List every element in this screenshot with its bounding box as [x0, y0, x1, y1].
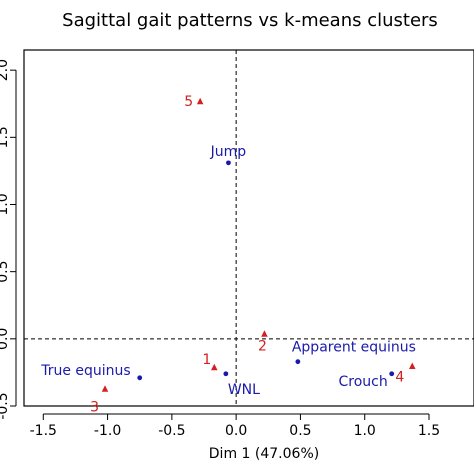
x-tick-label: -1.0 — [94, 423, 121, 439]
x-tick-label: 0.0 — [225, 423, 247, 439]
y-tick-label: 0.0 — [0, 328, 11, 350]
reference-lines — [24, 50, 474, 406]
y-tick-label: 1.5 — [0, 126, 11, 148]
point-label-2: 2 — [258, 338, 267, 354]
chart-title: Sagittal gait patterns vs k-means cluste… — [62, 10, 438, 31]
data-points: Jump True equinus WNL Apparent equinus Crouc… — [40, 94, 416, 415]
y-tick-label: 1.0 — [0, 193, 11, 215]
x-tick-label: 0.5 — [289, 423, 311, 439]
point-crouch — [389, 371, 395, 377]
point-apparent-equinus — [295, 359, 301, 365]
x-tick-label: 1.0 — [354, 423, 376, 439]
point-label-1: 1 — [202, 352, 211, 368]
point-cluster-3 — [101, 385, 109, 392]
point-label-jump: Jump — [210, 144, 247, 160]
point-label-true-equinus: True equinus — [40, 363, 131, 379]
point-label-crouch: Crouch — [338, 374, 387, 390]
point-cluster-4 — [409, 362, 416, 369]
point-wnl — [223, 371, 229, 377]
x-tick-label: 1.5 — [418, 423, 440, 439]
point-label-4: 4 — [395, 370, 404, 386]
point-cluster-5 — [196, 97, 204, 105]
point-label-3: 3 — [90, 400, 99, 416]
x-tick-label: -1.5 — [30, 423, 57, 439]
x-axis-label: Dim 1 (47.06%) — [209, 446, 319, 462]
y-tick-label: -0.5 — [0, 392, 11, 419]
x-axis: -1.5 -1.0 -0.5 0.0 0.5 1.0 1.5 — [30, 413, 440, 439]
point-label-wnl: WNL — [228, 382, 260, 398]
point-cluster-1 — [211, 363, 218, 371]
point-jump — [226, 160, 231, 166]
y-tick-label: 2.0 — [0, 59, 11, 81]
plot-area-frame — [23, 49, 474, 407]
point-true-equinus — [137, 375, 143, 381]
point-cluster-2 — [261, 330, 268, 337]
y-tick-label: 0.5 — [0, 261, 11, 283]
point-label-5: 5 — [184, 94, 193, 110]
point-label-apparent-equinus: Apparent equinus — [292, 340, 416, 356]
x-tick-label: -0.5 — [158, 423, 185, 439]
y-axis: -0.5 0.0 0.5 1.0 1.5 2.0 — [0, 59, 17, 420]
